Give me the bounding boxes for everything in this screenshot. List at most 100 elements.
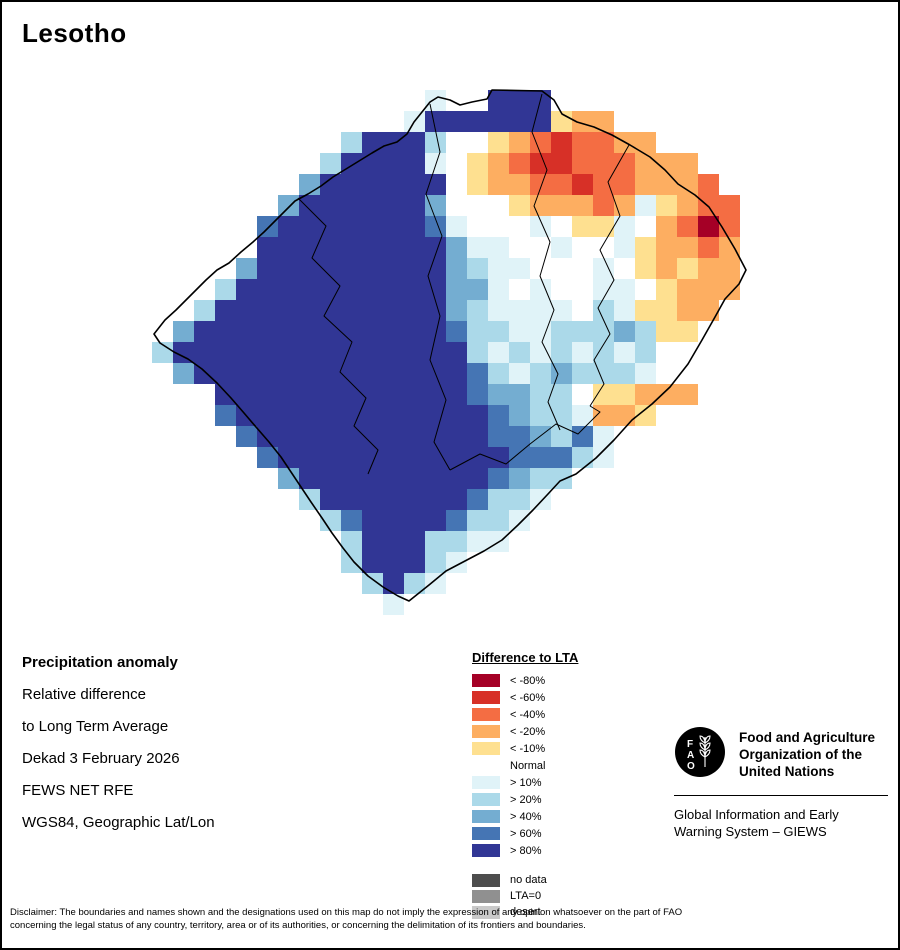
text-line: Warning System – GIEWS (674, 824, 827, 839)
map-cell (446, 132, 467, 153)
map-cell (383, 447, 404, 468)
map-cell (509, 216, 530, 237)
map-cell (593, 279, 614, 300)
map-cell (299, 321, 320, 342)
map-cell (698, 279, 719, 300)
map-cell (614, 321, 635, 342)
map-cell (467, 342, 488, 363)
map-cell (383, 426, 404, 447)
district-boundary (449, 405, 601, 471)
map-cell (299, 342, 320, 363)
map-cell (194, 363, 215, 384)
legend-label: < -60% (510, 691, 546, 704)
fao-divider (674, 795, 888, 796)
map-cell (404, 132, 425, 153)
map-cell (530, 111, 551, 132)
map-cell (509, 195, 530, 216)
map-cell (593, 447, 614, 468)
map-cell (593, 363, 614, 384)
map-cell (530, 279, 551, 300)
map-cell (404, 468, 425, 489)
map-cell (530, 258, 551, 279)
text-line: Food and Agriculture (739, 730, 875, 745)
map-cell (215, 279, 236, 300)
map-cell (257, 216, 278, 237)
map-cell (614, 279, 635, 300)
legend-label: > 80% (510, 844, 542, 857)
map-cell (383, 531, 404, 552)
map-cell (656, 363, 677, 384)
map-cell (341, 237, 362, 258)
map-cell (467, 153, 488, 174)
map-cell (425, 321, 446, 342)
map-cell (425, 468, 446, 489)
legend-swatch (472, 742, 500, 755)
map-cell (383, 342, 404, 363)
legend-label: > 10% (510, 776, 542, 789)
legend-row: > 10% (472, 774, 578, 791)
map-cell (425, 90, 446, 111)
map-cell (446, 195, 467, 216)
district-boundary (589, 144, 630, 407)
legend-row: < -10% (472, 740, 578, 757)
map-cell (215, 363, 236, 384)
map-cell (635, 279, 656, 300)
legend-classes: < -80% < -60% < -40% < -20% < -10% Normal > 10… (472, 672, 578, 859)
map-cell (362, 279, 383, 300)
map-cell (614, 174, 635, 195)
map-cell (698, 237, 719, 258)
fao-logo-icon: FAO (675, 727, 725, 777)
map-cell (488, 174, 509, 195)
map-cell (446, 321, 467, 342)
map-cell (320, 153, 341, 174)
map-cell (383, 237, 404, 258)
map-cell (635, 237, 656, 258)
map-cell (530, 300, 551, 321)
map-cell (320, 237, 341, 258)
map-cell (509, 279, 530, 300)
map-cell (467, 237, 488, 258)
map-cell (341, 300, 362, 321)
legend-label: < -10% (510, 742, 546, 755)
map-cell (488, 111, 509, 132)
map-cell (425, 258, 446, 279)
map-cell (551, 153, 572, 174)
map-cell (362, 405, 383, 426)
map-cell (572, 174, 593, 195)
map-cell (383, 594, 404, 615)
map-cell (425, 174, 446, 195)
map-cell (362, 363, 383, 384)
map-cell (656, 384, 677, 405)
map-cell (677, 258, 698, 279)
map-cell (488, 489, 509, 510)
legend-row: > 80% (472, 842, 578, 859)
legend-row: < -80% (472, 672, 578, 689)
map-cell (257, 300, 278, 321)
map-cell (677, 237, 698, 258)
legend-label: < -40% (510, 708, 546, 721)
map-cell (404, 510, 425, 531)
map-cell (404, 342, 425, 363)
map-cell (236, 279, 257, 300)
map-cell (614, 300, 635, 321)
map-cell (320, 510, 341, 531)
map-cell (215, 405, 236, 426)
map-cell (593, 111, 614, 132)
map-cell (425, 132, 446, 153)
map-cell (299, 216, 320, 237)
map-cell (362, 552, 383, 573)
map-cell (278, 468, 299, 489)
map-cell (635, 384, 656, 405)
map-boundaries (153, 89, 747, 602)
map-cell (299, 300, 320, 321)
map-cell (320, 174, 341, 195)
map-cell (341, 426, 362, 447)
fao-org-text: Food and Agriculture Organization of the U… (739, 726, 875, 780)
map-cell (236, 342, 257, 363)
legend-swatch (472, 691, 500, 704)
map-cell (362, 237, 383, 258)
map-cell (488, 258, 509, 279)
map-cell (425, 300, 446, 321)
map-cell (383, 384, 404, 405)
map-cell (446, 363, 467, 384)
